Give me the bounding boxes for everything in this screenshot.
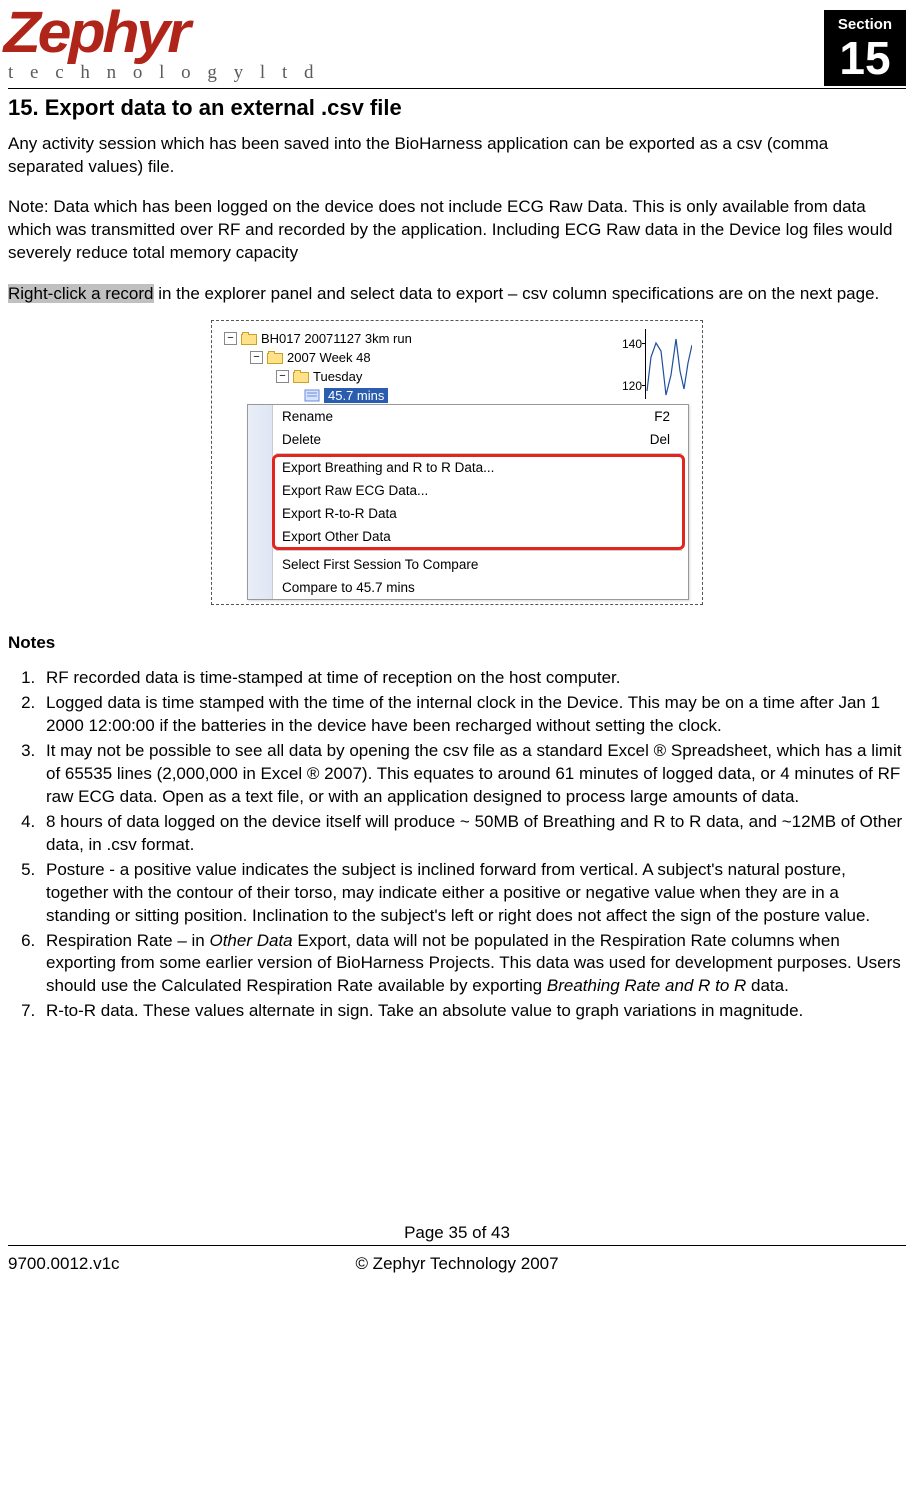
menu-label: Rename [282, 409, 333, 424]
ytick-label: 120 [612, 379, 642, 393]
record-tree: − BH017 20071127 3km run − 2007 Week 48 … [212, 321, 702, 411]
ytick-label: 140 [612, 337, 642, 351]
chart-line-icon [646, 329, 692, 399]
list-item: Logged data is time stamped with the tim… [40, 692, 906, 738]
notes-heading: Notes [8, 633, 906, 653]
intro-paragraph-2: Note: Data which has been logged on the … [8, 196, 906, 265]
menu-item-export-breathing[interactable]: Export Breathing and R to R Data... [248, 456, 688, 479]
menu-item-compare[interactable]: Compare to 45.7 mins [248, 576, 688, 599]
menu-label: Export R-to-R Data [282, 506, 397, 521]
menu-shortcut: F2 [654, 409, 670, 424]
menu-label: Select First Session To Compare [282, 557, 478, 572]
section-number: 15 [830, 33, 900, 84]
header-rule [8, 88, 906, 89]
folder-icon [267, 351, 283, 364]
chart-y-axis: 140 120 [645, 329, 692, 399]
export-group: Export Breathing and R to R Data... Expo… [248, 456, 688, 548]
menu-separator [276, 550, 682, 551]
highlight-text: Right-click a record [8, 284, 154, 303]
menu-label: Export Breathing and R to R Data... [282, 460, 494, 475]
intro-paragraph-1: Any activity session which has been save… [8, 133, 906, 179]
collapse-icon[interactable]: − [224, 332, 237, 345]
collapse-icon[interactable]: − [250, 351, 263, 364]
explorer-panel: 140 120 − BH017 20071127 3km run − 2007 … [211, 320, 703, 605]
footer-rule [8, 1245, 906, 1246]
menu-shortcut: Del [650, 432, 670, 447]
list-item: Posture - a positive value indicates the… [40, 859, 906, 928]
footer-row: © Zephyr Technology 2007 9700.0012.v1c [8, 1254, 906, 1274]
section-badge: Section 15 [824, 10, 906, 86]
menu-separator [276, 453, 682, 454]
logo-wordmark: Zephyr [8, 10, 319, 56]
menu-item-delete[interactable]: Delete Del [248, 428, 688, 451]
menu-item-rename[interactable]: Rename F2 [248, 405, 688, 428]
context-menu: Rename F2 Delete Del Export Breathing an… [247, 404, 689, 600]
collapse-icon[interactable]: − [276, 370, 289, 383]
notes-list: RF recorded data is time-stamped at time… [8, 667, 906, 1023]
page-title: 15. Export data to an external .csv file [8, 95, 906, 121]
menu-item-export-other[interactable]: Export Other Data [248, 525, 688, 548]
context-menu-screenshot: 140 120 − BH017 20071127 3km run − 2007 … [8, 320, 906, 605]
section-label: Section [830, 16, 900, 33]
menu-item-export-ecg[interactable]: Export Raw ECG Data... [248, 479, 688, 502]
menu-label: Compare to 45.7 mins [282, 580, 415, 595]
page-footer: Page 35 of 43 © Zephyr Technology 2007 9… [8, 1223, 906, 1274]
menu-label: Delete [282, 432, 321, 447]
list-item: It may not be possible to see all data b… [40, 740, 906, 809]
list-item: RF recorded data is time-stamped at time… [40, 667, 906, 690]
menu-label: Export Other Data [282, 529, 391, 544]
page-header: Zephyr t e c h n o l o g y l t d Section… [8, 10, 906, 86]
folder-icon [241, 332, 257, 345]
list-item: R-to-R data. These values alternate in s… [40, 1000, 906, 1023]
tree-label: BH017 20071127 3km run [261, 331, 412, 346]
menu-label: Export Raw ECG Data... [282, 483, 428, 498]
page-number: Page 35 of 43 [8, 1223, 906, 1243]
tree-label-selected: 45.7 mins [324, 388, 388, 403]
menu-item-export-rr[interactable]: Export R-to-R Data [248, 502, 688, 525]
tree-label: Tuesday [313, 369, 362, 384]
footer-copyright: © Zephyr Technology 2007 [8, 1254, 906, 1274]
logo-subtitle: t e c h n o l o g y l t d [8, 62, 319, 84]
document-page: Zephyr t e c h n o l o g y l t d Section… [0, 0, 924, 1294]
record-icon [304, 389, 320, 402]
list-item: Respiration Rate – in Other Data Export,… [40, 930, 906, 999]
list-item: 8 hours of data logged on the device its… [40, 811, 906, 857]
company-logo: Zephyr t e c h n o l o g y l t d [8, 10, 319, 84]
folder-icon [293, 370, 309, 383]
menu-item-select-first[interactable]: Select First Session To Compare [248, 553, 688, 576]
intro-paragraph-3: Right-click a record in the explorer pan… [8, 283, 906, 306]
tree-label: 2007 Week 48 [287, 350, 371, 365]
